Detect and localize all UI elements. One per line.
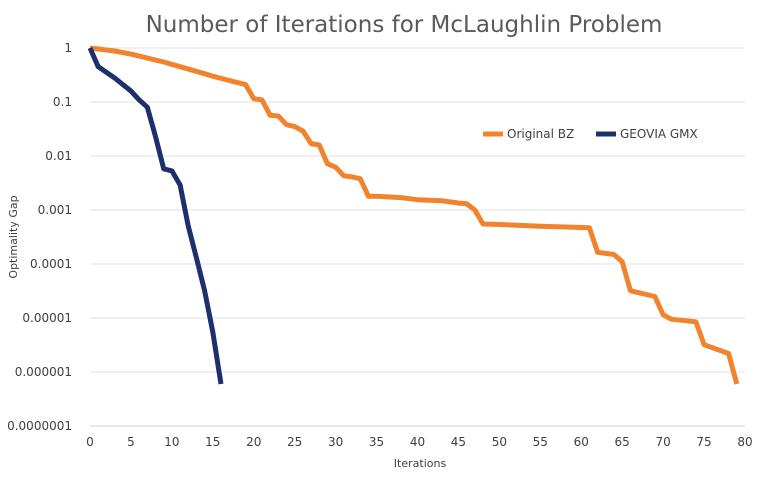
grid-layer — [90, 47, 745, 427]
x-tick-label: 75 — [696, 435, 711, 449]
series-layer — [87, 45, 740, 385]
y-axis-ticks: 1 0.1 0.01 0.001 0.0001 0.00001 0.000001 0.0000… — [7, 41, 72, 433]
x-axis-label: Iterations — [394, 457, 447, 470]
x-tick-label: 45 — [451, 435, 466, 449]
legend: Original BZ GEOVIA GMX — [483, 127, 698, 141]
legend-label: Original BZ — [507, 127, 574, 141]
x-tick-label: 35 — [369, 435, 384, 449]
y-tick-label: 0.1 — [53, 95, 72, 109]
x-tick-label: 65 — [615, 435, 630, 449]
series-line-original-bz — [89, 45, 740, 385]
x-tick-label: 50 — [492, 435, 507, 449]
x-axis-ticks: 0 5 10 15 20 25 30 35 40 45 50 55 60 65 70 75 80 — [86, 435, 752, 449]
x-tick-label: 40 — [410, 435, 425, 449]
y-tick-label: 1 — [64, 41, 72, 55]
series-line-geovia-gmx — [87, 46, 224, 385]
x-tick-label: 5 — [127, 435, 135, 449]
legend-label: GEOVIA GMX — [620, 127, 698, 141]
x-tick-label: 60 — [574, 435, 589, 449]
x-tick-label: 80 — [737, 435, 752, 449]
y-tick-label: 0.00001 — [22, 311, 72, 325]
x-tick-label: 30 — [328, 435, 343, 449]
x-tick-label: 70 — [655, 435, 670, 449]
x-tick-label: 15 — [205, 435, 220, 449]
y-tick-label: 0.01 — [45, 149, 72, 163]
x-tick-label: 10 — [164, 435, 179, 449]
y-axis-label: Optimality Gap — [7, 195, 20, 278]
y-tick-label: 0.0001 — [30, 257, 72, 271]
y-tick-label: 0.001 — [38, 203, 72, 217]
y-tick-label: 0.000001 — [15, 365, 72, 379]
x-tick-label: 20 — [246, 435, 261, 449]
x-tick-label: 0 — [86, 435, 94, 449]
y-tick-label: 0.0000001 — [7, 419, 72, 433]
chart-title: Number of Iterations for McLaughlin Prob… — [146, 12, 663, 38]
x-tick-label: 55 — [533, 435, 548, 449]
x-tick-label: 25 — [287, 435, 302, 449]
